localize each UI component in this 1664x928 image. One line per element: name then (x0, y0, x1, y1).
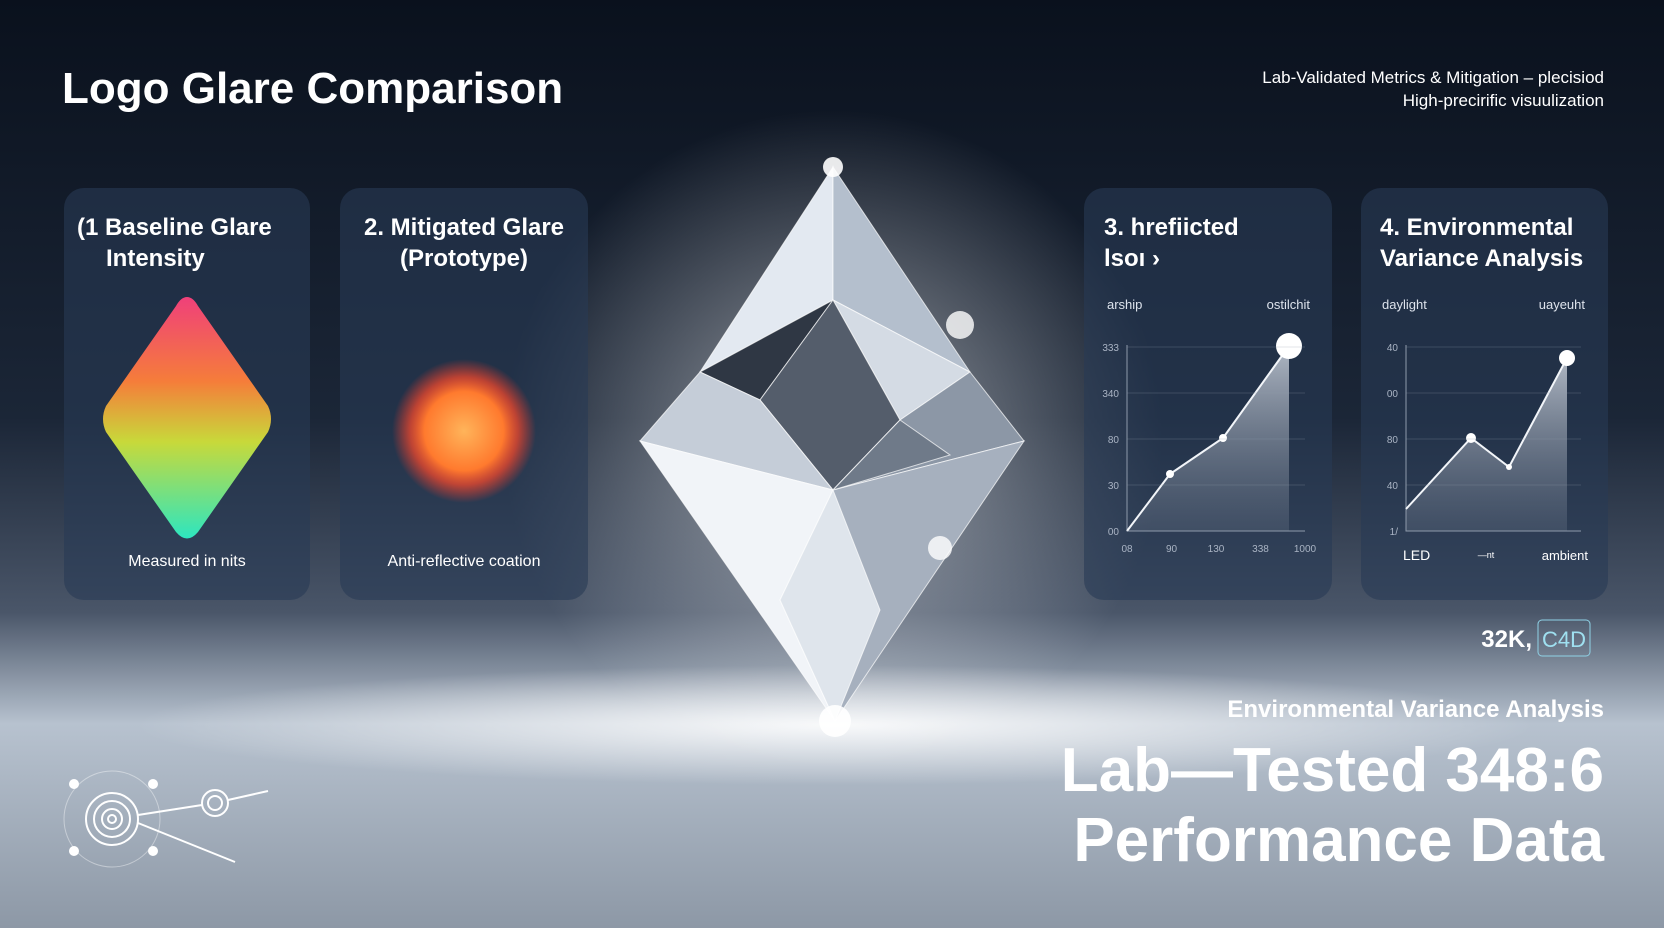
y-label: 1/ (1390, 527, 1399, 538)
legend-label: uayeuht (1539, 297, 1586, 312)
y-label: 80 (1108, 435, 1120, 446)
glare-diamond (103, 297, 271, 539)
y-label: 340 (1102, 389, 1119, 400)
tag-box-label: C4D (1542, 627, 1586, 652)
x-label: 338 (1252, 544, 1269, 555)
headline: Performance Data (1073, 806, 1604, 875)
legend-label: ostilchit (1267, 297, 1311, 312)
area (1406, 358, 1567, 531)
card-title: (Prototype) (400, 245, 528, 272)
caption: Anti-reflective coation (388, 553, 541, 570)
point (1166, 470, 1174, 478)
headline: Lab—Tested 348:6 (1061, 736, 1604, 805)
title: Logo Glare Comparison (62, 64, 563, 113)
point (1276, 333, 1302, 359)
card-title: (1 Baseline Glare (77, 214, 272, 241)
x-label: 90 (1166, 544, 1178, 555)
card-title: 3. hrefiicted (1104, 214, 1239, 241)
point (1559, 350, 1575, 366)
legend-label: daylight (1382, 297, 1427, 312)
y-label: 40 (1387, 481, 1399, 492)
footer-subtitle: Environmental Variance Analysis (1227, 696, 1604, 723)
y-label: 30 (1108, 481, 1120, 492)
x-label: 130 (1208, 544, 1225, 555)
x-label: ambient (1542, 548, 1589, 563)
area (1127, 346, 1289, 531)
target-icon (63, 770, 269, 868)
card-title: lsoı › (1104, 245, 1160, 272)
y-label: 80 (1387, 435, 1399, 446)
line (1405, 357, 1568, 510)
card-title: 2. Mitigated Glare (364, 214, 564, 241)
subtitle: Lab-Validated Metrics & Mitigation – ple… (1262, 68, 1604, 87)
y-label: 40 (1387, 343, 1399, 354)
sparkle (946, 311, 974, 339)
card-title: 4. Environmental (1380, 214, 1573, 241)
point (1466, 433, 1476, 443)
line (1126, 345, 1290, 532)
x-label: LED (1403, 547, 1430, 563)
caption: Measured in nits (128, 553, 245, 570)
legend-label: arship (1107, 297, 1142, 312)
glare-spot (392, 359, 536, 503)
sparkle (823, 157, 843, 177)
card-title: Variance Analysis (1380, 245, 1583, 272)
y-label: 00 (1387, 389, 1399, 400)
x-label: 08 (1121, 544, 1133, 555)
card-title: Intensity (106, 245, 205, 272)
tag: 32K, (1481, 626, 1532, 653)
y-label: 00 (1108, 527, 1120, 538)
subtitle: High-precirific visuulization (1403, 91, 1604, 110)
tag-box (1537, 619, 1591, 657)
x-label: —nt (1478, 550, 1495, 560)
x-label: 1000 (1294, 544, 1317, 555)
diamond (638, 165, 1026, 723)
sparkle (928, 536, 952, 560)
point (1219, 434, 1227, 442)
y-label: 333 (1102, 343, 1119, 354)
point (1506, 464, 1512, 470)
sparkle (819, 705, 851, 737)
